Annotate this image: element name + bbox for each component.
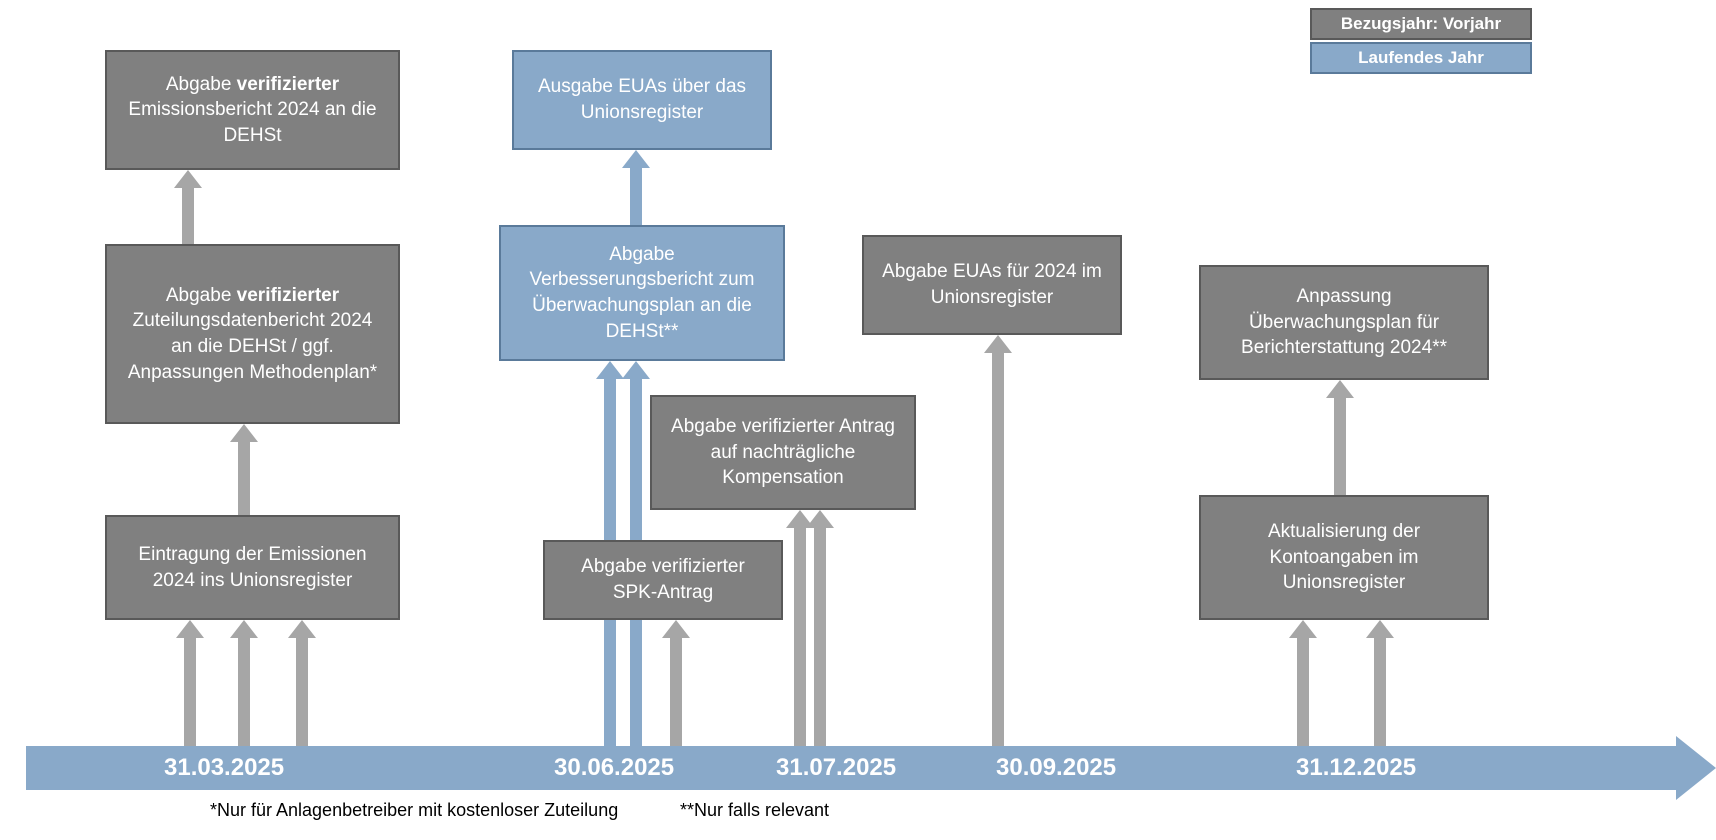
box-anpassung-ueberwachungsplan: Anpassung Überwachungsplan für Berichter… [1199, 265, 1489, 380]
arrow-up-icon [1374, 620, 1386, 746]
arrow-up-icon [1297, 620, 1309, 746]
box-text: Eintragung der Emissionen 2024 ins Union… [121, 542, 384, 593]
legend-blue-label: Laufendes Jahr [1358, 48, 1484, 67]
box-ausgabe-euas: Ausgabe EUAs über das Unionsregister [512, 50, 772, 150]
box-aktualisierung-kontoangaben: Aktualisierung der Kontoangaben im Union… [1199, 495, 1489, 620]
box-zuteilungsdatenbericht: Abgabe verifizierter Zuteilungsdatenberi… [105, 244, 400, 424]
box-text: Abgabe verifizierter Emissionsbericht 20… [121, 72, 384, 149]
arrow-up-icon [992, 335, 1004, 746]
legend-gray-label: Bezugsjahr: Vorjahr [1341, 14, 1501, 33]
box-text: Abgabe Verbesserungsbericht zum Überwach… [515, 242, 769, 345]
timeline-arrowhead-icon [1676, 736, 1716, 800]
box-text: Abgabe verifizierter Antrag auf nachträg… [666, 414, 900, 491]
box-spk-antrag: Abgabe verifizierter SPK-Antrag [543, 540, 783, 620]
box-emissionsbericht: Abgabe verifizierter Emissionsbericht 20… [105, 50, 400, 170]
box-verbesserungsbericht: Abgabe Verbesserungsbericht zum Überwach… [499, 225, 785, 361]
arrow-up-icon [1334, 380, 1346, 495]
date-4: 30.09.2025 [996, 754, 1116, 782]
arrow-up-icon [182, 170, 194, 244]
arrow-up-icon [794, 510, 806, 746]
timeline-bar: 31.03.2025 30.06.2025 31.07.2025 30.09.2… [26, 746, 1676, 790]
legend-previous-year: Bezugsjahr: Vorjahr [1310, 8, 1532, 40]
date-1: 31.03.2025 [164, 754, 284, 782]
box-text: Ausgabe EUAs über das Unionsregister [528, 74, 756, 125]
arrow-up-icon [296, 620, 308, 746]
arrow-up-icon [184, 620, 196, 746]
arrow-up-icon [238, 424, 250, 515]
box-nachtraegliche-kompensation: Abgabe verifizierter Antrag auf nachträg… [650, 395, 916, 510]
date-2: 30.06.2025 [554, 754, 674, 782]
box-text: Abgabe verifizierter SPK-Antrag [559, 554, 767, 605]
arrow-up-icon [814, 510, 826, 746]
box-eintragung-emissionen: Eintragung der Emissionen 2024 ins Union… [105, 515, 400, 620]
box-text: Aktualisierung der Kontoangaben im Union… [1215, 519, 1473, 596]
footnote-2: **Nur falls relevant [680, 800, 829, 821]
box-text: Abgabe EUAs für 2024 im Unionsregister [878, 259, 1106, 310]
arrow-up-icon [670, 620, 682, 746]
footnote-1: *Nur für Anlagenbetreiber mit kostenlose… [210, 800, 618, 821]
arrow-up-icon [630, 150, 642, 225]
box-abgabe-euas: Abgabe EUAs für 2024 im Unionsregister [862, 235, 1122, 335]
legend-current-year: Laufendes Jahr [1310, 42, 1532, 74]
date-3: 31.07.2025 [776, 754, 896, 782]
box-text: Abgabe verifizierter Zuteilungsdatenberi… [121, 283, 384, 386]
date-5: 31.12.2025 [1296, 754, 1416, 782]
box-text: Anpassung Überwachungsplan für Berichter… [1215, 284, 1473, 361]
arrow-up-icon [238, 620, 250, 746]
